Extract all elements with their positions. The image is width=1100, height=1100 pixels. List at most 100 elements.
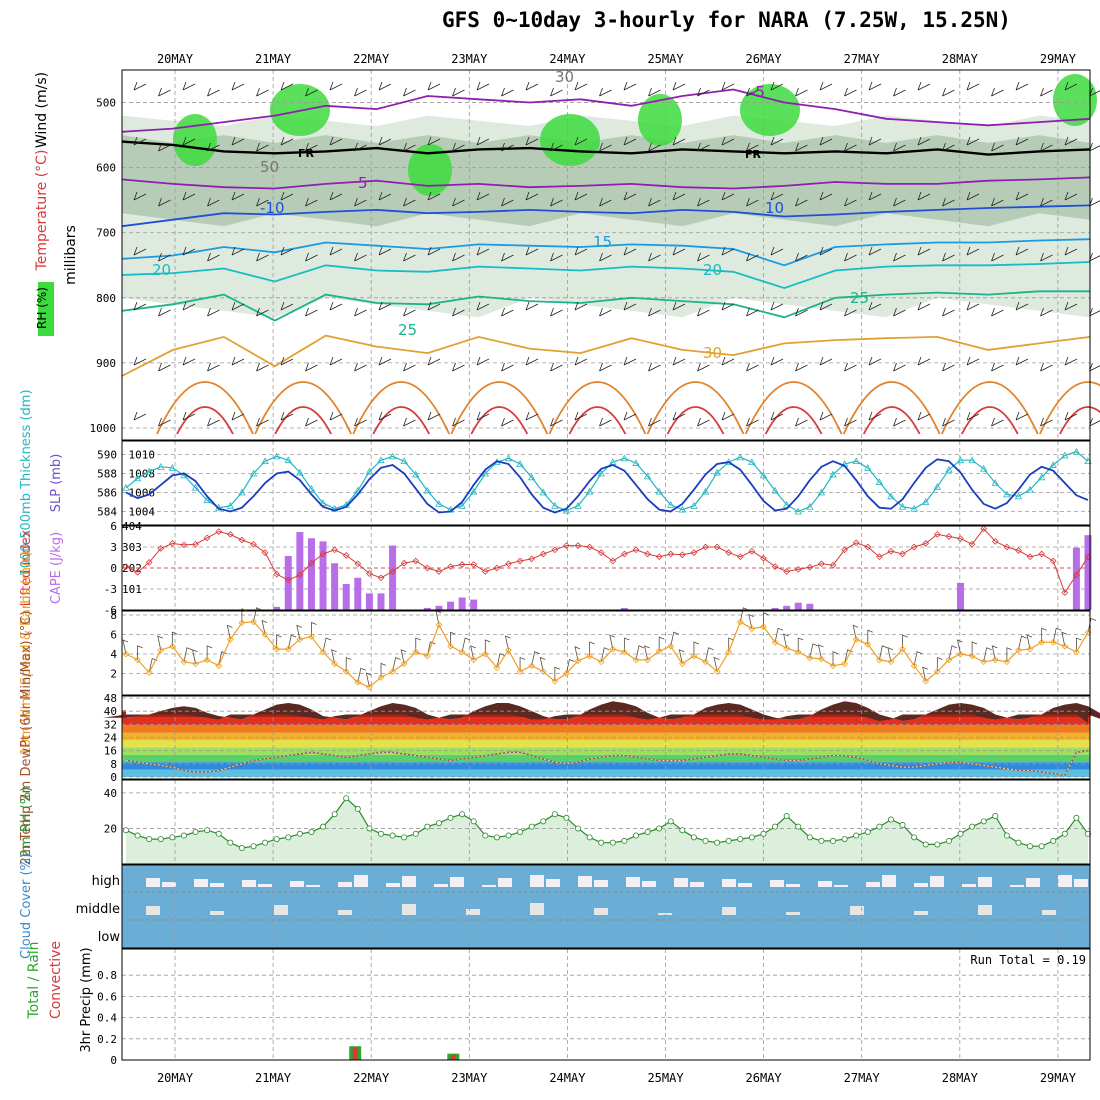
wind-barb [819,81,833,91]
lifted-index-marker [841,546,848,554]
wind-barb [452,87,465,97]
wind-barb [795,197,808,207]
top-date-label: 29MAY [1040,52,1077,66]
wind-barb [207,307,220,317]
middle-cloud-block [402,904,416,915]
wind-barb [868,81,882,91]
top-date-label: 27MAY [844,52,881,66]
wind-speed-marker [516,668,524,675]
isotherm-FR [121,140,1091,156]
wind-barb [276,634,282,650]
wind-barb [501,87,514,97]
wind-barb [354,307,367,317]
wind-barb [476,356,490,366]
lifted-index-marker [678,551,686,559]
isotherm-40-arc [176,406,234,435]
wind-barb [476,411,490,421]
rh-marker [748,834,755,841]
rh-shading-medium [122,135,1090,227]
wind-speed-marker [551,677,559,685]
wind-barb [991,417,1004,427]
high-cloud-block [258,884,272,887]
wind-barb [1015,191,1029,201]
wind-barb [452,252,465,262]
wind-barb [844,417,857,427]
thickness-marker [655,487,663,495]
lifted-index-marker [922,540,930,547]
thickness-marker [458,501,466,509]
isotherm-40-arc [274,406,332,435]
rh-marker [435,820,442,827]
wind-barb [501,252,514,262]
wind-barb [403,197,416,207]
wind-barb [966,246,980,256]
rh-high-cell [540,114,600,166]
thickness-marker [806,502,814,510]
wind-barb [1015,246,1029,256]
wind-speed-marker [713,668,721,675]
wind-barb [763,612,769,627]
wind-barb [476,191,490,201]
wind-speed-marker [331,660,338,668]
lifted-index-marker [157,545,165,552]
lifted-index-marker [493,564,501,572]
slp-tick-label: 1004 [129,506,156,519]
precip-convective-bar [352,1047,358,1060]
thickness-axis-title: 1000-500mb Thickness (dm) [19,389,34,576]
middle-cloud-block [722,907,736,915]
wind-barb [171,631,178,647]
bottom-date-label: 28MAY [942,1071,979,1085]
temp-tick-label: 0 [110,771,117,784]
thickness-panel-frame [121,440,1091,526]
wind-barb [311,621,317,637]
wind-speed-marker [736,618,744,626]
wind-barb [182,301,196,311]
wind-speed-marker [980,658,988,666]
cape-bar [389,545,397,610]
lifted-index-marker [400,559,408,567]
wind-speed-marker [725,648,733,656]
rh-marker [227,839,234,846]
thickness-marker [875,478,884,485]
wind-barb [783,633,789,649]
isotherm-label: 30 [703,344,722,362]
wind-barb [452,307,465,317]
wind-barb [231,136,245,146]
isotherm-35-arc [744,381,843,435]
wind-barb [770,136,784,146]
wind-barb [476,246,490,256]
wind-barb [158,417,171,427]
isotherm-label: 25 [850,289,869,307]
wind-barb [256,252,269,262]
wind-barb [574,81,588,91]
isotherm-35-arc [254,381,352,435]
wind-speed-marker [667,642,675,650]
precip-tick-label: 0.2 [97,1033,117,1046]
rh-marker [876,823,883,830]
rh-marker [957,830,964,837]
lifted-index-axis-title: Lifted Index [19,529,34,606]
wind-barb [1076,637,1082,653]
wind-barb [550,417,563,427]
isotherm-35-arc [1039,381,1100,435]
lifted-index-marker [1026,553,1034,561]
lifted-index-marker [609,557,617,565]
lifted-index-marker [980,525,988,533]
rh-marker [343,795,350,802]
thickness-tick-label: 590 [97,449,117,462]
isotherm-35-arc [352,381,451,435]
lifted-index-marker [412,557,420,565]
rh-marker [482,832,489,839]
wind-barb [378,191,392,201]
high-cloud-block [530,875,544,887]
thickness-tick-label: 584 [97,506,117,519]
lifted-index-marker [852,539,860,547]
rh-marker [285,834,292,841]
top-date-label: 23MAY [451,52,488,66]
top-date-label: 20MAY [157,52,194,66]
thickness-marker [748,458,756,466]
wind-barb [566,658,575,674]
rh-marker [401,834,408,841]
rh-marker [945,837,952,844]
wind-barb [770,301,784,311]
